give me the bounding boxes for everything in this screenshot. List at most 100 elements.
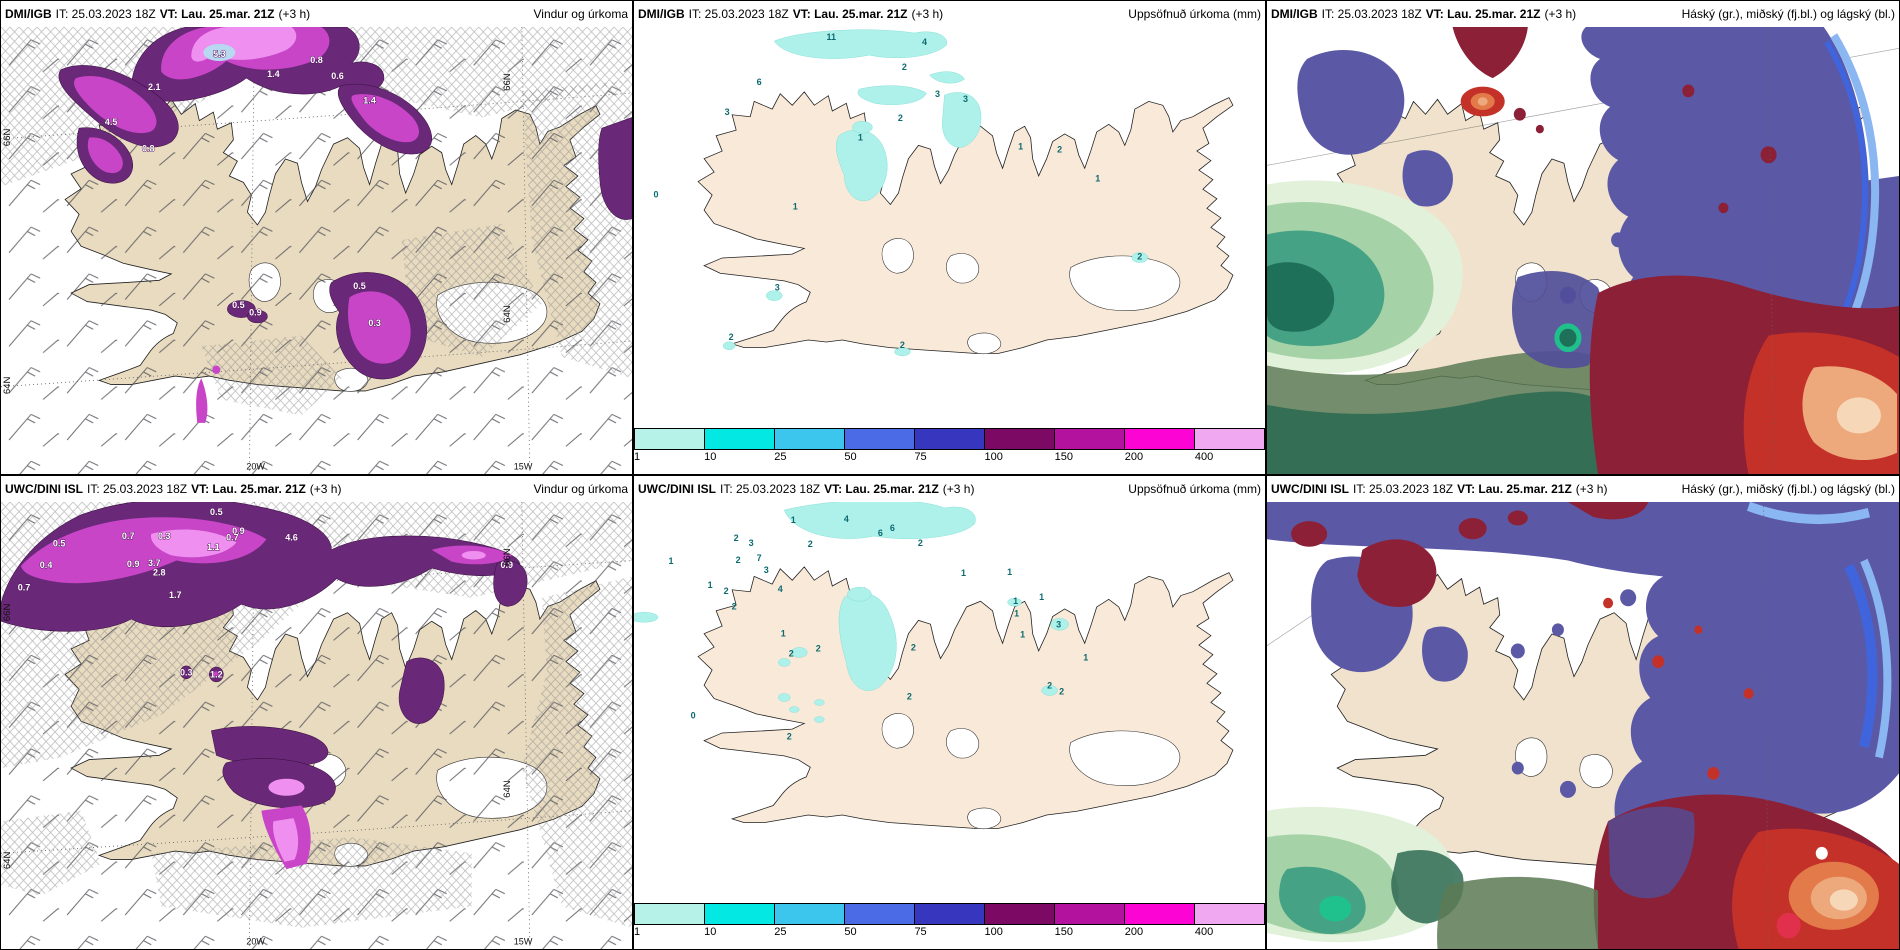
svg-text:1: 1 — [1013, 596, 1018, 606]
svg-text:1: 1 — [791, 515, 796, 525]
lat-label-66n: 66N — [2, 129, 12, 147]
svg-text:6: 6 — [757, 77, 762, 87]
init-time: IT: 25.03.2023 18Z — [87, 482, 188, 496]
svg-text:1: 1 — [781, 628, 786, 638]
precip-map-dmi: 11 4 2 6 3 3 3 2 1 1 2 1 1 0 3 2 2 2 — [634, 27, 1265, 428]
svg-text:3: 3 — [764, 565, 769, 575]
model-name: UWC/DINI ISL — [1271, 482, 1349, 496]
lat-label-64n-right: 64N — [502, 780, 512, 798]
precip-colorbar: 1 10 25 50 75 100 150 200 400 — [634, 428, 1265, 474]
svg-text:1: 1 — [793, 201, 798, 211]
wind-map-dmi: 5.3 1.4 0.8 0.6 2.1 4.5 0.8 1.4 0.5 0.3 0.5 0.9 20W… — [1, 27, 632, 474]
svg-text:11: 11 — [827, 32, 837, 42]
svg-text:2: 2 — [736, 555, 741, 565]
lead-time: (+3 h) — [309, 482, 342, 496]
svg-text:5.3: 5.3 — [213, 49, 226, 59]
svg-text:1: 1 — [1007, 567, 1012, 577]
valid-time: VT: Lau. 25.mar. 21Z — [792, 7, 908, 21]
svg-text:2.8: 2.8 — [153, 567, 166, 577]
init-time: IT: 25.03.2023 18Z — [688, 7, 789, 21]
svg-text:2: 2 — [1137, 252, 1142, 262]
lead-time: (+3 h) — [942, 482, 975, 496]
svg-text:2: 2 — [724, 586, 729, 596]
svg-text:0: 0 — [691, 711, 696, 721]
panel-header: DMI/IGB IT: 25.03.2023 18Z VT: Lau. 25.mar… — [1, 1, 632, 27]
panel-header: UWC/DINI ISL IT: 25.03.2023 18Z VT: Lau. 2… — [634, 476, 1265, 502]
valid-time: VT: Lau. 25.mar. 21Z — [1457, 482, 1572, 496]
svg-text:1: 1 — [1039, 592, 1044, 602]
svg-text:1.4: 1.4 — [267, 69, 280, 79]
precip-patches — [634, 502, 1069, 723]
lead-time: (+3 h) — [1575, 482, 1608, 496]
svg-text:2: 2 — [732, 601, 737, 611]
svg-text:0.9: 0.9 — [249, 307, 262, 317]
svg-text:3: 3 — [935, 89, 940, 99]
colorbar-segments — [634, 428, 1265, 450]
high-cloud-maroon-blobs — [1291, 502, 1754, 780]
precip-patches — [722, 29, 1149, 357]
svg-text:3.7: 3.7 — [148, 558, 161, 568]
svg-text:2: 2 — [911, 642, 916, 652]
svg-text:2: 2 — [1047, 680, 1052, 690]
cloud-map-uwc — [1267, 502, 1899, 949]
svg-text:0.5: 0.5 — [53, 538, 66, 548]
lead-time: (+3 h) — [911, 7, 944, 21]
svg-text:3: 3 — [1056, 619, 1061, 629]
cloud-maroon-mass — [1589, 275, 1899, 474]
product-title: Vindur og úrkoma — [533, 7, 629, 21]
svg-text:2: 2 — [734, 533, 739, 543]
svg-text:1: 1 — [1083, 652, 1088, 662]
precip-amount-labels: 5.3 1.4 0.8 0.6 2.1 4.5 0.8 1.4 0.5 0.3 0.5 0.9 — [104, 48, 381, 328]
svg-text:0.8: 0.8 — [310, 55, 323, 65]
svg-text:2: 2 — [907, 691, 912, 701]
svg-text:1: 1 — [1014, 608, 1019, 618]
svg-text:0: 0 — [654, 189, 659, 199]
cloud-maroon-mass — [1593, 794, 1899, 949]
product-title: Háský (gr.), miðský (fj.bl.) og lágský (… — [1681, 482, 1895, 496]
svg-text:2: 2 — [898, 113, 903, 123]
svg-text:0.6: 0.6 — [331, 71, 344, 81]
lead-time: (+3 h) — [278, 7, 311, 21]
panel-uwc-precip: UWC/DINI ISL IT: 25.03.2023 18Z VT: Lau. 2… — [633, 475, 1266, 950]
svg-text:6: 6 — [890, 523, 895, 533]
svg-text:3: 3 — [963, 94, 968, 104]
svg-text:4.5: 4.5 — [105, 117, 118, 127]
lead-time: (+3 h) — [1544, 7, 1577, 21]
lon-label-15w: 15W — [514, 462, 533, 472]
svg-text:0.8: 0.8 — [142, 143, 155, 153]
model-name: UWC/DINI ISL — [638, 482, 716, 496]
svg-text:0.5: 0.5 — [353, 281, 366, 291]
svg-text:1: 1 — [1020, 629, 1025, 639]
colorbar-ticks: 1 10 25 50 75 100 150 200 400 — [634, 451, 1214, 463]
product-title: Uppsöfnuð úrkoma (mm) — [1128, 482, 1261, 496]
svg-text:2: 2 — [816, 643, 821, 653]
precip-amount-labels: 0.50.50.40.70.7 0.30.9 3.72.81.71.10.90.7 4… — [17, 506, 513, 680]
lon-label-20w: 20W — [246, 462, 265, 472]
svg-text:2: 2 — [808, 539, 813, 549]
svg-text:1: 1 — [669, 556, 674, 566]
svg-text:3: 3 — [749, 538, 754, 548]
lat-label-64n: 64N — [2, 377, 12, 395]
svg-text:1.7: 1.7 — [169, 590, 182, 600]
panel-uwc-wind: UWC/DINI ISL IT: 25.03.2023 18Z VT: Lau. 2… — [0, 475, 633, 950]
panel-header: DMI/IGB IT: 25.03.2023 18Z VT: Lau. 25.mar… — [1267, 1, 1899, 27]
svg-text:0.7: 0.7 — [18, 582, 31, 592]
init-time: IT: 25.03.2023 18Z — [55, 7, 156, 21]
svg-text:7: 7 — [757, 553, 762, 563]
init-time: IT: 25.03.2023 18Z — [1353, 482, 1454, 496]
colorbar-segments — [634, 903, 1265, 925]
svg-text:1: 1 — [858, 132, 863, 142]
svg-text:1: 1 — [1095, 173, 1100, 183]
svg-text:0.9: 0.9 — [127, 559, 140, 569]
cloud-map-dmi — [1267, 27, 1899, 474]
svg-text:2: 2 — [902, 62, 907, 72]
svg-text:2: 2 — [1059, 686, 1064, 696]
svg-text:0.4: 0.4 — [40, 560, 53, 570]
svg-text:1.1: 1.1 — [207, 542, 220, 552]
model-name: UWC/DINI ISL — [5, 482, 83, 496]
svg-text:1: 1 — [708, 580, 713, 590]
panel-header: DMI/IGB IT: 25.03.2023 18Z VT: Lau. 25.mar… — [634, 1, 1265, 27]
svg-text:2: 2 — [789, 648, 794, 658]
